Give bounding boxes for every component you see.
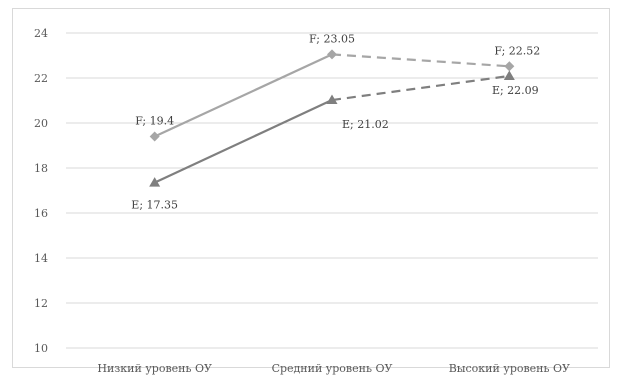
data-label: E; 17.35 — [131, 199, 178, 212]
series-0-marker — [149, 131, 160, 142]
y-tick-label: 12 — [34, 297, 48, 310]
series-lines — [154, 53, 510, 184]
chart-frame — [12, 8, 610, 368]
series-0-segment — [331, 53, 510, 68]
series-0-marker — [327, 49, 337, 60]
series-0-marker — [504, 61, 515, 72]
series-0-segment — [154, 53, 333, 138]
data-label: E; 22.09 — [492, 84, 539, 97]
data-label: E; 21.02 — [342, 118, 389, 131]
series-markers — [149, 49, 515, 187]
series-1-marker — [149, 177, 161, 187]
y-axis-tick-labels: 10 12 14 16 18 20 22 24 — [34, 27, 48, 355]
series-1-segment — [331, 74, 510, 102]
series-1-segment — [154, 99, 333, 184]
data-label: F; 23.05 — [309, 32, 355, 45]
gridlines — [66, 32, 598, 349]
y-tick-label: 22 — [34, 72, 48, 85]
y-tick-label: 24 — [34, 27, 48, 40]
series-1-marker — [326, 94, 338, 105]
y-tick-label: 16 — [34, 207, 48, 220]
y-tick-label: 10 — [34, 342, 48, 355]
x-axis-category-labels: Низкий уровень ОУ Средний уровень ОУ Высок… — [97, 362, 570, 375]
x-category-label: Высокий уровень ОУ — [449, 362, 570, 375]
y-tick-label: 18 — [34, 162, 48, 175]
y-tick-label: 20 — [34, 117, 48, 130]
series-1-marker — [503, 70, 515, 80]
x-category-label: Средний уровень ОУ — [272, 362, 393, 375]
y-tick-label: 14 — [34, 252, 48, 265]
x-category-label: Низкий уровень ОУ — [97, 362, 212, 375]
data-label: F; 22.52 — [494, 44, 540, 57]
data-labels: F; 19.4 F; 23.05 F; 22.52 E; 17.35 E; 21.02 E… — [131, 32, 540, 211]
data-label: F; 19.4 — [135, 115, 174, 128]
